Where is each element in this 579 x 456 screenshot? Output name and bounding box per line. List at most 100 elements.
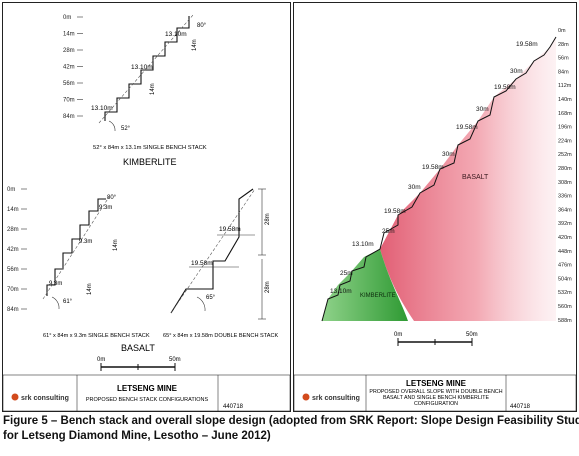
right-depth-label: 308m <box>558 180 572 186</box>
right-scale-zero: 0m <box>394 332 402 338</box>
right-depth-label: 364m <box>558 207 572 213</box>
kim-bench-height: 14m <box>192 39 198 51</box>
bas-double-bench-width-low: 19.58m <box>191 260 213 267</box>
right-depth-label: 112m <box>558 83 572 89</box>
kim-stack-angle: 52° <box>121 126 131 132</box>
kim-depth-label: 42m <box>63 65 75 71</box>
right-bench-label: 19.58m <box>494 84 516 91</box>
right-depth-label: 476m <box>558 263 572 269</box>
right-bench-label: 30m <box>476 106 489 113</box>
srk-logo: srk consulting <box>11 393 69 402</box>
kim-depth-label: 84m <box>63 114 75 120</box>
kim-bench-width-top: 13.10m <box>165 31 187 38</box>
bas-depth-label: 70m <box>7 287 19 293</box>
right-project-title: LETSENG MINE <box>406 379 467 388</box>
right-bench-label: 30m <box>510 68 523 75</box>
right-bench-label: 19.58m <box>516 41 538 48</box>
basalt-label: BASALT <box>462 174 489 181</box>
kimberlite-bench-profile <box>104 16 190 121</box>
bas-depth-label: 0m <box>7 187 15 193</box>
right-depth-label: 252m <box>558 152 572 158</box>
bas-bench-width-mid: 9.3m <box>79 239 92 245</box>
right-depth-label: 140m <box>558 97 572 103</box>
kim-bench-height-2: 14m <box>150 83 156 95</box>
right-depth-label: 56m <box>558 56 569 62</box>
bas-stack-angle: 61° <box>63 299 73 305</box>
basalt-title: BASALT <box>121 343 155 353</box>
bench-stack-drawing: 0m 14m 28m 42m 56m 70m 84m 13.10m 13.10m 13.10… <box>2 14 291 412</box>
caption-line-1: Figure 5 – Bench stack and overall slope… <box>3 415 579 427</box>
bas-depth-label: 42m <box>7 247 19 253</box>
kimberlite-zone <box>322 249 408 321</box>
right-bench-label: 30m <box>408 184 421 191</box>
kim-depth-label: 70m <box>63 98 75 104</box>
right-project-subtitle: PROPOSED OVERALL SLOPE WITH DOUBLE BENCH… <box>369 389 503 407</box>
bas-double-stack-angle: 65° <box>206 295 216 301</box>
right-bench-label: 13.10m <box>330 288 352 295</box>
bas-bench-height-2: 14m <box>113 239 119 251</box>
basalt-double-bench-profile <box>170 188 254 314</box>
bas-double-bench-width-top: 19.58m <box>219 226 241 233</box>
bas-bench-height: 14m <box>87 283 93 295</box>
bas-double-label: 65° x 84m x 19.58m DOUBLE BENCH STACK <box>163 333 279 339</box>
bas-bench-width-low: 9.3m <box>49 281 62 287</box>
bas-double-height-top: 28m <box>265 213 271 225</box>
right-depth-label: 0m <box>558 28 566 34</box>
bas-angle: 80° <box>107 195 117 201</box>
basalt-single-bench-profile <box>46 198 106 296</box>
right-depth-label: 420m <box>558 235 572 241</box>
right-srk-logo-text: srk consulting <box>312 395 360 402</box>
bas-single-label: 61° x 84m x 9.3m SINGLE BENCH STACK <box>43 333 150 339</box>
caption-line-2: for Letseng Diamond Mine, Lesotho – June… <box>3 430 271 442</box>
right-bench-label: 30m <box>442 151 455 158</box>
overall-slope-panel: 0m 28m 56m 84m 112m 140m 168m 196m 224m 252m 280m 3… <box>293 2 577 412</box>
kim-depth-label: 0m <box>63 15 71 21</box>
right-depth-label: 588m <box>558 318 572 324</box>
bas-depth-label: 56m <box>7 267 19 273</box>
overall-slope-drawing: 0m 28m 56m 84m 112m 140m 168m 196m 224m 252m 280m 3… <box>293 28 577 412</box>
right-depth-label: 196m <box>558 125 572 131</box>
right-bench-label: 13.10m <box>352 241 374 248</box>
kim-angle: 80° <box>197 23 207 29</box>
right-bench-label: 19.58m <box>384 208 406 215</box>
right-depth-label: 224m <box>558 138 572 144</box>
right-depth-label: 168m <box>558 111 572 117</box>
kim-depth-label: 14m <box>63 32 75 38</box>
project-title: LETSENG MINE <box>117 384 178 393</box>
right-fig-number: 440718 <box>510 404 531 410</box>
bas-depth-label: 84m <box>7 307 19 313</box>
fig-number: 440718 <box>223 404 244 410</box>
figure-caption: Figure 5 – Bench stack and overall slope… <box>3 414 579 444</box>
bas-double-height-low: 28m <box>265 281 271 293</box>
kimberlite-label: KIMBERLITE <box>360 293 396 299</box>
scale-zero: 0m <box>97 357 105 363</box>
scale-max: 50m <box>169 357 181 363</box>
right-depth-label: 28m <box>558 42 569 48</box>
kim-depth-label: 56m <box>63 81 75 87</box>
kimberlite-stack-line <box>98 14 194 124</box>
right-depth-label: 532m <box>558 290 572 296</box>
right-srk-logo: srk consulting <box>302 393 360 402</box>
project-subtitle: PROPOSED BENCH STACK CONFIGURATIONS <box>86 397 209 403</box>
right-bench-label: 19.58m <box>456 124 478 131</box>
right-scale-max: 50m <box>466 332 478 338</box>
kim-stack-label: 52° x 84m x 13.1m SINGLE BENCH STACK <box>93 145 207 151</box>
right-bench-label: 25m <box>382 228 395 235</box>
right-bench-label: 19.58m <box>422 164 444 171</box>
right-depth-label: 392m <box>558 221 572 227</box>
kimberlite-title: KIMBERLITE <box>123 157 177 167</box>
right-bench-label: 25m <box>340 270 353 277</box>
bas-depth-label: 28m <box>7 227 19 233</box>
bas-bench-width-top: 9.3m <box>99 205 112 211</box>
basalt-zone <box>380 37 556 321</box>
kim-bench-width-mid: 13.10m <box>131 64 153 71</box>
bas-depth-label: 14m <box>7 207 19 213</box>
kim-bench-width-low: 13.10m <box>91 105 113 112</box>
right-depth-label: 448m <box>558 249 572 255</box>
kim-depth-label: 28m <box>63 48 75 54</box>
overall-slope-profile <box>321 36 557 322</box>
srk-logo-text: srk consulting <box>21 395 69 402</box>
right-scale-bar <box>397 338 473 346</box>
right-depth-label: 336m <box>558 194 572 200</box>
right-depth-label: 560m <box>558 304 572 310</box>
